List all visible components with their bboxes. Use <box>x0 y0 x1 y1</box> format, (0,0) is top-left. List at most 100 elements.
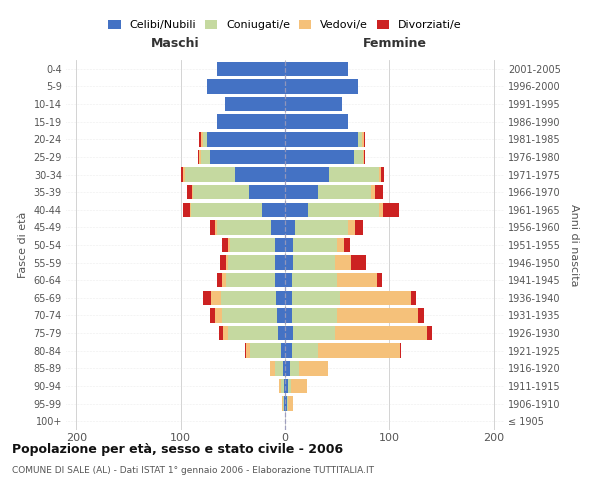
Bar <box>284 396 285 411</box>
Bar <box>275 273 285 287</box>
Bar <box>285 79 358 94</box>
Bar <box>245 344 247 358</box>
Bar <box>319 185 371 200</box>
Bar <box>411 290 416 305</box>
Bar <box>374 185 383 200</box>
Bar <box>337 238 344 252</box>
Bar <box>227 326 278 340</box>
Bar <box>283 396 284 411</box>
Y-axis label: Fasce di età: Fasce di età <box>18 212 28 278</box>
Bar <box>215 308 223 322</box>
Bar <box>220 256 226 270</box>
Bar <box>191 202 262 217</box>
Bar <box>285 132 358 146</box>
Bar <box>288 378 291 393</box>
Bar <box>262 202 285 217</box>
Bar <box>207 132 285 146</box>
Bar <box>283 361 285 376</box>
Bar <box>281 344 285 358</box>
Bar <box>319 344 400 358</box>
Bar <box>335 256 351 270</box>
Bar <box>207 79 285 94</box>
Bar <box>335 326 427 340</box>
Bar <box>278 326 285 340</box>
Bar <box>347 220 355 234</box>
Bar <box>363 150 364 164</box>
Bar <box>279 378 281 393</box>
Bar <box>282 396 283 411</box>
Bar <box>248 185 285 200</box>
Bar <box>210 220 215 234</box>
Bar <box>355 220 363 234</box>
Bar <box>358 132 362 146</box>
Bar <box>217 114 285 129</box>
Bar <box>383 202 398 217</box>
Text: Femmine: Femmine <box>362 38 427 51</box>
Bar <box>379 202 383 217</box>
Bar <box>223 308 277 322</box>
Bar <box>287 396 288 411</box>
Bar <box>185 168 235 181</box>
Bar <box>285 396 287 411</box>
Bar <box>226 256 227 270</box>
Bar <box>227 238 230 252</box>
Bar <box>291 378 307 393</box>
Bar <box>427 326 432 340</box>
Bar <box>293 256 335 270</box>
Bar <box>285 114 347 129</box>
Text: COMUNE DI SALE (AL) - Dati ISTAT 1° gennaio 2006 - Elaborazione TUTTITALIA.IT: COMUNE DI SALE (AL) - Dati ISTAT 1° genn… <box>12 466 374 475</box>
Bar <box>290 361 299 376</box>
Bar <box>364 150 365 164</box>
Bar <box>285 62 347 76</box>
Bar <box>223 238 227 252</box>
Bar <box>215 220 217 234</box>
Bar <box>400 344 401 358</box>
Bar <box>210 308 215 322</box>
Bar <box>371 185 374 200</box>
Bar <box>187 185 192 200</box>
Bar <box>223 326 227 340</box>
Bar <box>199 132 200 146</box>
Bar <box>285 150 354 164</box>
Y-axis label: Anni di nascita: Anni di nascita <box>569 204 580 286</box>
Bar <box>217 220 271 234</box>
Bar <box>183 168 185 181</box>
Bar <box>271 220 285 234</box>
Bar <box>285 238 293 252</box>
Bar <box>362 132 364 146</box>
Bar <box>181 168 183 181</box>
Bar <box>418 308 424 322</box>
Text: Popolazione per età, sesso e stato civile - 2006: Popolazione per età, sesso e stato civil… <box>12 442 343 456</box>
Bar <box>203 132 207 146</box>
Bar <box>271 361 275 376</box>
Bar <box>292 308 337 322</box>
Bar <box>351 256 367 270</box>
Bar <box>285 185 319 200</box>
Bar <box>220 326 223 340</box>
Bar <box>275 238 285 252</box>
Bar <box>217 273 223 287</box>
Bar <box>285 202 308 217</box>
Bar <box>285 97 343 112</box>
Bar <box>295 220 347 234</box>
Bar <box>235 168 285 181</box>
Bar <box>226 273 275 287</box>
Bar <box>364 132 365 146</box>
Bar <box>230 238 275 252</box>
Bar <box>293 238 337 252</box>
Bar <box>308 202 379 217</box>
Legend: Celibi/Nubili, Coniugati/e, Vedovi/e, Divorziati/e: Celibi/Nubili, Coniugati/e, Vedovi/e, Di… <box>106 18 464 32</box>
Bar <box>275 361 283 376</box>
Bar <box>293 326 335 340</box>
Bar <box>288 396 293 411</box>
Bar <box>329 168 379 181</box>
Bar <box>281 378 284 393</box>
Bar <box>250 344 281 358</box>
Bar <box>217 62 285 76</box>
Bar <box>285 273 292 287</box>
Bar <box>377 273 382 287</box>
Bar <box>183 202 190 217</box>
Bar <box>211 290 221 305</box>
Bar <box>190 202 191 217</box>
Bar <box>223 273 226 287</box>
